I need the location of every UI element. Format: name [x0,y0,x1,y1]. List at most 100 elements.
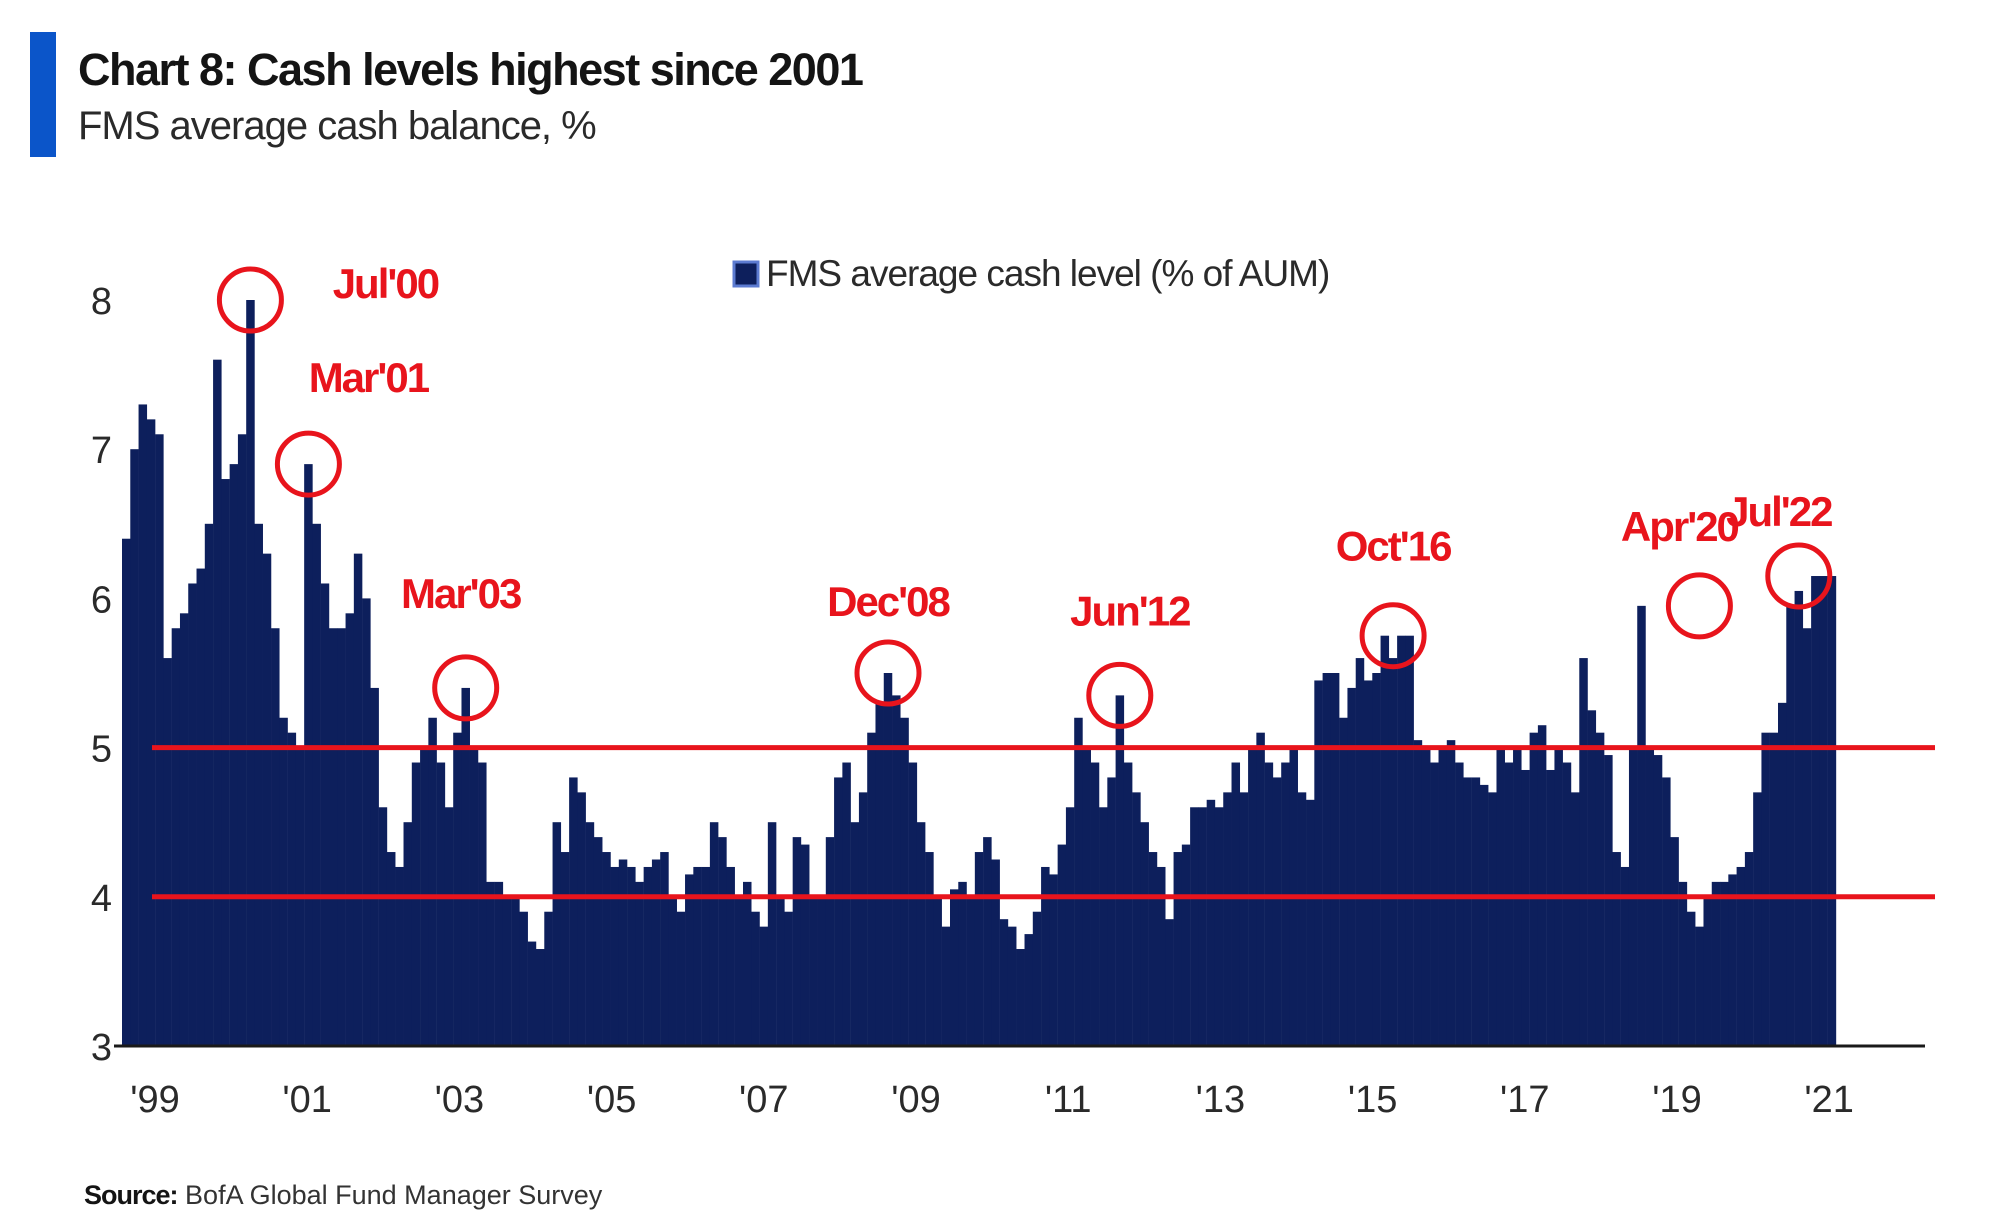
bar [1065,807,1075,1046]
bar [825,837,835,1046]
bar [983,837,992,1046]
bar [478,762,487,1046]
bar [767,822,777,1046]
bar [809,896,818,1046]
x-tick-label: '15 [1348,1079,1398,1121]
bar [1786,605,1795,1046]
bar [229,464,239,1046]
bar [1612,852,1621,1046]
bar [602,852,611,1046]
bar [1223,792,1232,1046]
bar [155,434,164,1046]
source-label: Source: [84,1180,179,1210]
bar [279,717,288,1046]
bar [1571,792,1580,1046]
bar [709,822,719,1046]
bar [1297,792,1307,1046]
x-tick-label: '01 [282,1079,332,1121]
x-tick-label: '11 [1045,1079,1092,1121]
bar [784,911,793,1046]
bar [726,866,735,1046]
bar [312,523,321,1046]
bar [1190,807,1199,1046]
bar [1620,866,1630,1046]
bar [146,419,156,1046]
bar [751,911,760,1046]
bar [1529,732,1539,1046]
bar [502,896,512,1046]
bar [362,598,371,1046]
bar [1488,792,1497,1046]
bar [1720,881,1729,1046]
bar [1811,576,1820,1046]
bar [676,911,686,1046]
bar [1032,911,1042,1046]
source-note: Source: BofA Global Fund Manager Survey [84,1180,602,1211]
y-tick-label: 8 [91,281,112,323]
bar [1380,635,1390,1046]
annotation-label: Mar'01 [309,354,430,401]
bar [1206,799,1216,1046]
bar [651,859,661,1046]
source-text: BofA Global Fund Manager Survey [185,1180,603,1210]
bar [1753,792,1762,1046]
x-tick-label: '07 [739,1079,789,1121]
bar [453,732,462,1046]
bar [800,844,810,1046]
annotation-label: Oct'16 [1336,523,1451,570]
bar [1007,926,1017,1046]
bar [320,583,330,1046]
bar [287,732,297,1046]
bar [1165,919,1174,1046]
bar [966,896,976,1046]
bar [1653,755,1663,1046]
bar [1405,635,1414,1046]
x-tick-label: '21 [1804,1079,1854,1121]
bar [1322,673,1332,1046]
bar [1347,687,1356,1046]
bar [444,807,454,1046]
bar [461,687,470,1046]
bar [544,911,553,1046]
bar [1504,762,1514,1046]
bar [1769,732,1779,1046]
bar [237,434,247,1046]
bar [1074,717,1083,1046]
bar [883,673,893,1046]
x-tick-label: '13 [1196,1079,1246,1121]
y-axis: 3 4 5 6 7 8 [91,281,112,1069]
bar [743,881,752,1046]
bar [511,896,520,1046]
annotation-circle [274,430,342,498]
title-accent-bar [30,32,56,157]
bar [395,866,404,1046]
annotation-circle [1765,542,1833,610]
bar [1214,807,1224,1046]
bar [1314,680,1323,1046]
bar [370,687,379,1046]
bar [1678,881,1688,1046]
chart-title: Chart 8: Cash levels highest since 2001 [78,44,864,95]
bar [560,852,570,1046]
bar [1819,576,1828,1046]
bar [643,866,653,1046]
bar [1662,777,1671,1046]
bar [693,866,702,1046]
bar [991,859,1000,1046]
bar [685,874,694,1046]
bar [130,449,139,1046]
legend-swatch [732,260,760,288]
x-tick-label: '09 [891,1079,941,1121]
x-tick-label: '99 [130,1079,180,1121]
bar [1024,934,1034,1046]
bar [271,628,280,1046]
annotation-circle [432,654,500,722]
y-tick-label: 4 [91,878,112,920]
bar [842,762,851,1046]
bar [1231,762,1241,1046]
bar [436,762,446,1046]
bar [1562,762,1572,1046]
bar [1372,673,1381,1046]
bar [1579,658,1588,1046]
bar [1090,762,1100,1046]
